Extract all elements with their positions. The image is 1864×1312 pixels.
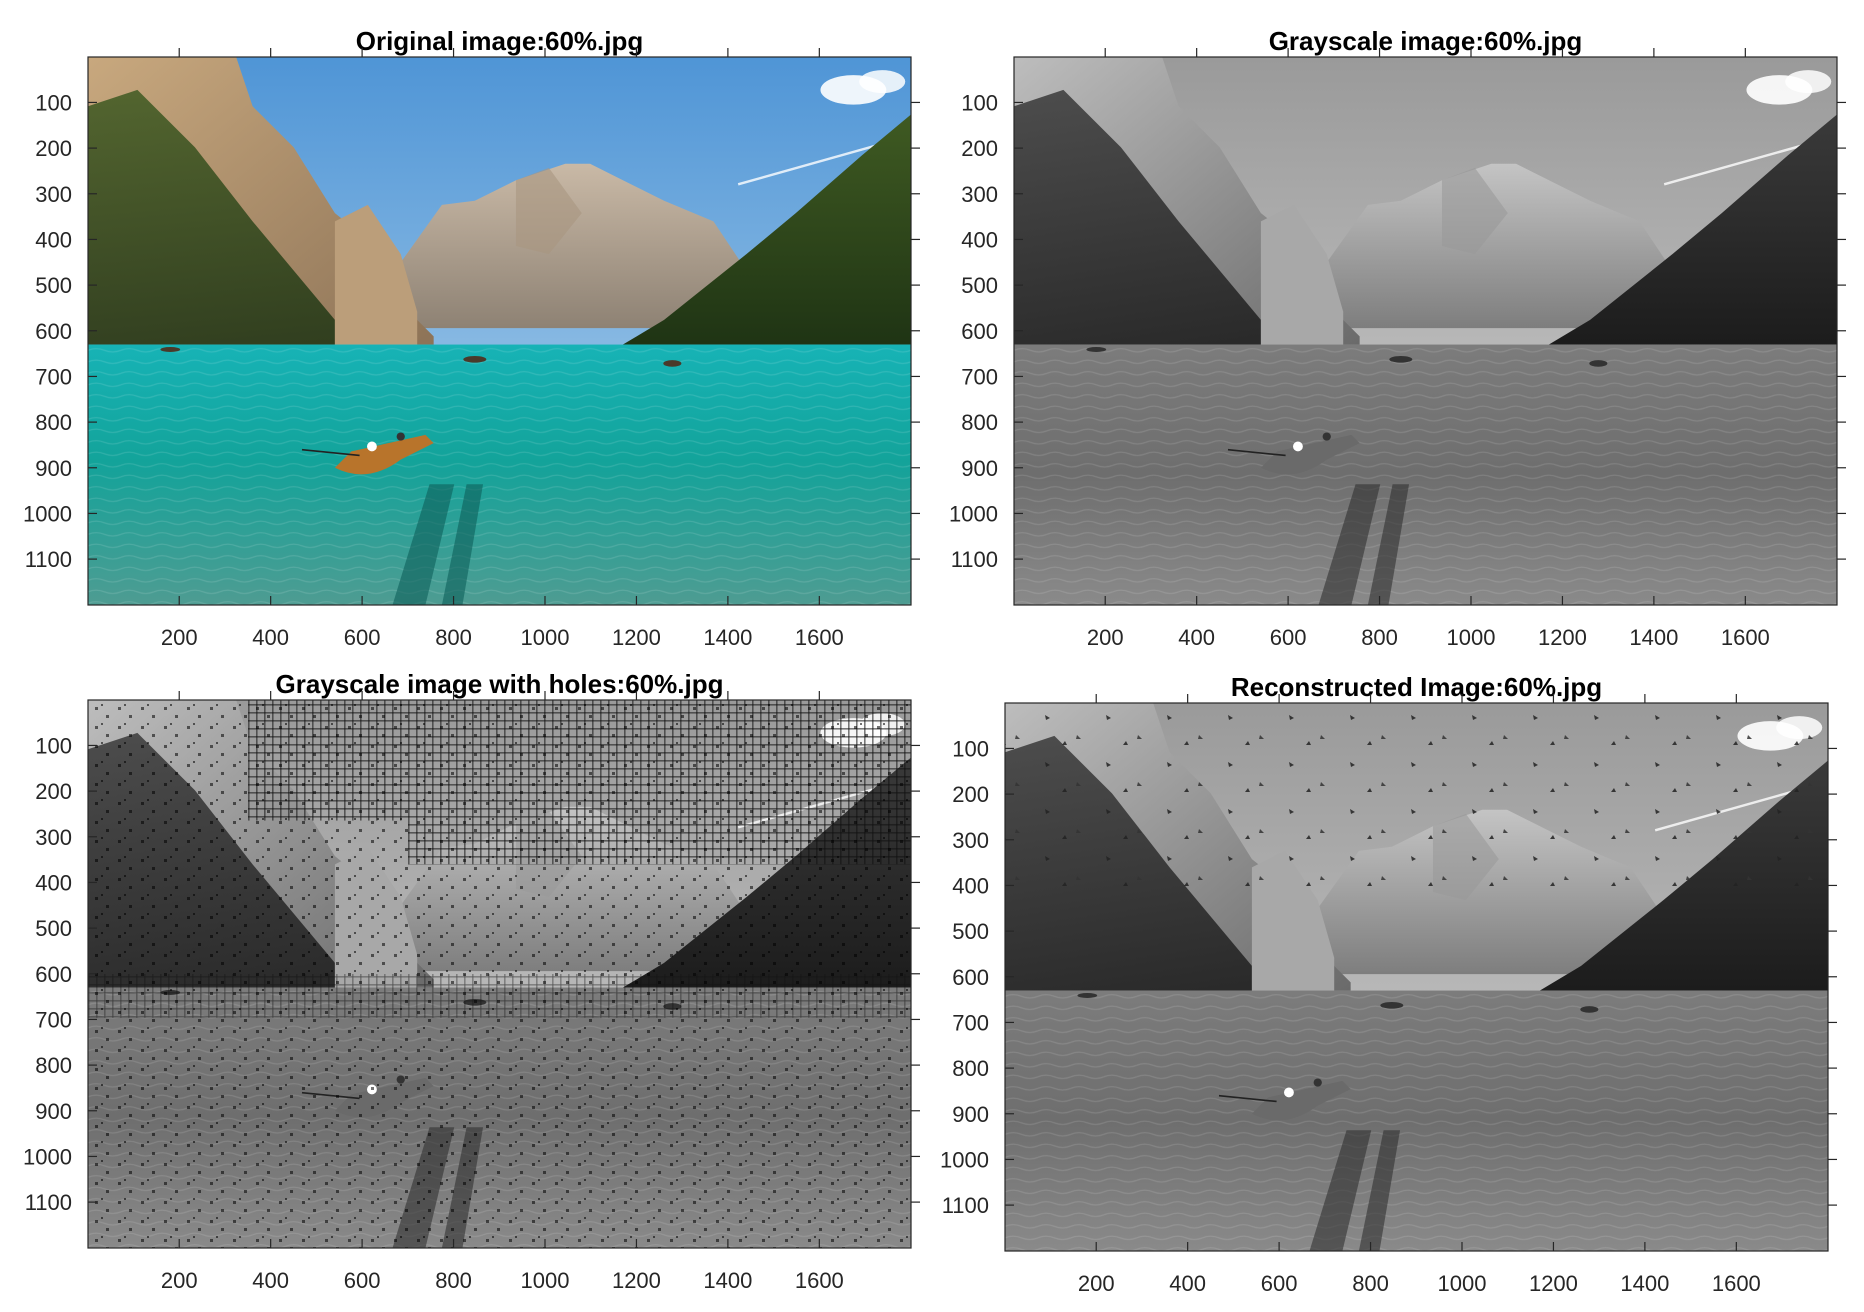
y-tick-label: 700 (952, 1010, 989, 1035)
y-tick-label: 700 (35, 364, 72, 389)
x-tick-label: 200 (161, 625, 198, 650)
x-tick-label: 200 (1087, 625, 1124, 650)
y-tick-label: 700 (961, 364, 998, 389)
y-tick-label: 500 (961, 273, 998, 298)
y-tick-label: 300 (961, 182, 998, 207)
holes-scatter (88, 700, 911, 1248)
y-tick-label: 600 (35, 319, 72, 344)
x-tick-label: 1400 (1629, 625, 1678, 650)
y-tick-label: 800 (961, 410, 998, 435)
x-tick-label: 1000 (521, 625, 570, 650)
y-tick-label: 400 (35, 227, 72, 252)
x-tick-label: 400 (252, 1268, 289, 1293)
y-tick-label: 600 (961, 319, 998, 344)
y-tick-label: 300 (35, 825, 72, 850)
panel-image (1014, 57, 1837, 605)
x-tick-label: 1200 (612, 625, 661, 650)
y-tick-label: 400 (952, 873, 989, 898)
x-tick-label: 1400 (703, 625, 752, 650)
panel-title: Original image:60%.jpg (356, 26, 644, 56)
x-tick-label: 600 (344, 1268, 381, 1293)
y-tick-label: 400 (35, 870, 72, 895)
x-tick-label: 1000 (521, 1268, 570, 1293)
panel-title: Reconstructed Image:60%.jpg (1231, 672, 1602, 702)
x-tick-label: 800 (1352, 1271, 1389, 1296)
x-tick-label: 200 (1078, 1271, 1115, 1296)
y-tick-label: 700 (35, 1007, 72, 1032)
x-tick-label: 800 (435, 1268, 472, 1293)
y-tick-label: 600 (952, 965, 989, 990)
x-tick-label: 1400 (1620, 1271, 1669, 1296)
y-tick-label: 400 (961, 227, 998, 252)
y-tick-label: 200 (35, 136, 72, 161)
panel-grayscale: Grayscale image:60%.jpg 200 400 600 800 1000 1… (949, 26, 1846, 650)
x-tick-label: 1200 (1538, 625, 1587, 650)
y-tick-label: 200 (952, 782, 989, 807)
y-tick-label: 900 (952, 1102, 989, 1127)
x-tick-label: 200 (161, 1268, 198, 1293)
y-tick-label: 100 (952, 736, 989, 761)
y-tick-label: 800 (35, 1053, 72, 1078)
panel-title: Grayscale image with holes:60%.jpg (276, 669, 724, 699)
y-tick-label: 900 (35, 1099, 72, 1124)
y-tick-label: 500 (35, 916, 72, 941)
y-tick-label: 1000 (940, 1147, 989, 1172)
y-tick-label: 1000 (23, 1144, 72, 1169)
y-tick-label: 300 (35, 182, 72, 207)
y-tick-label: 100 (961, 90, 998, 115)
y-tick-label: 100 (35, 90, 72, 115)
y-tick-label: 1100 (25, 547, 72, 572)
y-tick-label: 800 (952, 1056, 989, 1081)
x-tick-label: 1200 (1529, 1271, 1578, 1296)
x-tick-label: 1600 (1721, 625, 1770, 650)
y-tick-label: 200 (35, 779, 72, 804)
y-tick-label: 900 (961, 456, 998, 481)
x-tick-label: 1600 (1712, 1271, 1761, 1296)
y-tick-label: 500 (952, 919, 989, 944)
y-tick-label: 200 (961, 136, 998, 161)
y-tick-label: 300 (952, 828, 989, 853)
x-tick-label: 1400 (703, 1268, 752, 1293)
x-tick-label: 600 (344, 625, 381, 650)
reconstruction-artifacts (1005, 703, 1828, 895)
x-tick-label: 800 (435, 625, 472, 650)
panel-reconstructed: Reconstructed Image:60%.jpg 200 400 600 800 1… (940, 672, 1837, 1296)
x-tick-label: 1200 (612, 1268, 661, 1293)
x-tick-label: 800 (1361, 625, 1398, 650)
x-tick-label: 1600 (795, 1268, 844, 1293)
x-tick-label: 400 (1178, 625, 1215, 650)
x-tick-label: 600 (1261, 1271, 1298, 1296)
panel-original: Original image:60%.jpg 200 400 600 800 1000 12… (23, 26, 920, 650)
y-tick-label: 1100 (25, 1190, 72, 1215)
x-tick-label: 1600 (795, 625, 844, 650)
x-tick-label: 1000 (1447, 625, 1496, 650)
y-tick-label: 600 (35, 962, 72, 987)
panel-title: Grayscale image:60%.jpg (1269, 26, 1583, 56)
x-tick-label: 600 (1270, 625, 1307, 650)
y-tick-label: 1100 (951, 547, 998, 572)
x-tick-label: 1000 (1438, 1271, 1487, 1296)
y-tick-label: 1100 (942, 1193, 989, 1218)
y-tick-label: 100 (35, 733, 72, 758)
panel-holes: Grayscale image with holes:60%.jpg 200 400… (23, 669, 920, 1293)
x-tick-label: 400 (252, 625, 289, 650)
y-tick-label: 900 (35, 456, 72, 481)
y-tick-label: 800 (35, 410, 72, 435)
y-tick-label: 1000 (949, 501, 998, 526)
y-tick-label: 500 (35, 273, 72, 298)
x-tick-label: 400 (1169, 1271, 1206, 1296)
panel-image (88, 57, 911, 605)
y-tick-label: 1000 (23, 501, 72, 526)
